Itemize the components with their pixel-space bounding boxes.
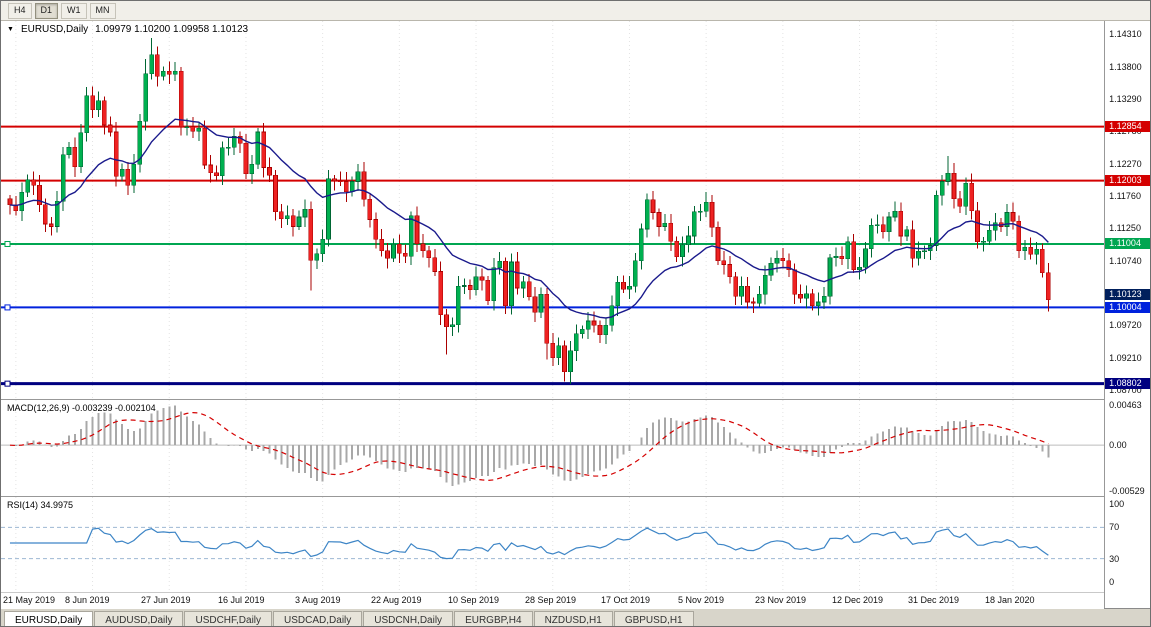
time-label: 12 Dec 2019 xyxy=(832,595,884,605)
timeframe-button-w1[interactable]: W1 xyxy=(61,2,87,19)
price-badge-1.08802: 1.08802 xyxy=(1105,378,1150,389)
time-label: 8 Jun 2019 xyxy=(65,595,110,605)
timeframe-toolbar: H4 D1 W1 MN xyxy=(1,1,1150,21)
time-label: 27 Jun 2019 xyxy=(141,595,191,605)
price-badge-1.10004: 1.10004 xyxy=(1105,302,1150,313)
price-tick: 1.08700 xyxy=(1109,385,1142,395)
rsi-label: RSI(14) 34.9975 xyxy=(7,500,74,510)
macd-signal-line xyxy=(9,411,1049,482)
moving-average-line[interactable] xyxy=(9,118,1049,319)
time-label: 17 Oct 2019 xyxy=(601,595,651,605)
macd-tick: 0.00463 xyxy=(1109,400,1142,410)
price-tick: 1.13290 xyxy=(1109,94,1142,104)
timeframe-button-d1[interactable]: D1 xyxy=(34,2,59,19)
time-label: 22 Aug 2019 xyxy=(371,595,422,605)
plot-column: ▼ EURUSD,Daily 1.09979 1.10200 1.09958 1… xyxy=(1,21,1105,609)
macd-tick: 0.00 xyxy=(1109,440,1127,450)
timeframe-button-h4[interactable]: H4 xyxy=(8,2,32,19)
level-handle[interactable] xyxy=(4,304,11,311)
chart-ohlc-values: 1.09979 1.10200 1.09958 1.10123 xyxy=(95,24,249,35)
pane-separator[interactable] xyxy=(1,496,1105,497)
macd-label: MACD(12,26,9) -0.003239 -0.002104 xyxy=(7,403,156,413)
rsi-tick: 100 xyxy=(1109,499,1125,509)
tab-eurgbp-h4[interactable]: EURGBP,H4 xyxy=(454,611,533,626)
chart-symbol-label: EURUSD,Daily xyxy=(20,24,89,35)
tab-eurusd-daily[interactable]: EURUSD,Daily xyxy=(4,611,94,626)
macd-pane[interactable]: MACD(12,26,9) -0.003239 -0.002104 xyxy=(1,400,1105,496)
time-label: 5 Nov 2019 xyxy=(678,595,725,605)
axis-separator xyxy=(1104,21,1106,608)
chart-title: ▼ EURUSD,Daily 1.09979 1.10200 1.09958 1… xyxy=(7,24,248,35)
level-handle[interactable] xyxy=(4,380,11,387)
macd-histogram xyxy=(14,405,1050,487)
rsi-pane[interactable]: RSI(14) 34.9975 xyxy=(1,497,1105,592)
tab-usdcad-daily[interactable]: USDCAD,Daily xyxy=(273,611,363,626)
pane-separator[interactable] xyxy=(1,399,1105,400)
price-axis[interactable]: 1.143101.138001.132901.127801.122701.117… xyxy=(1105,21,1150,608)
rsi-tick: 0 xyxy=(1109,577,1115,587)
chart-area: ▼ EURUSD,Daily 1.09979 1.10200 1.09958 1… xyxy=(1,21,1150,609)
current-price-badge: 1.10123 xyxy=(1105,289,1150,300)
candles xyxy=(7,38,1051,384)
tab-gbpusd-h1[interactable]: GBPUSD,H1 xyxy=(613,611,694,626)
time-label: 18 Jan 2020 xyxy=(985,595,1035,605)
timeframe-button-mn[interactable]: MN xyxy=(89,2,116,19)
rsi-tick: 30 xyxy=(1109,554,1120,564)
rsi-tick: 70 xyxy=(1109,522,1120,532)
candlestick-chart-canvas[interactable] xyxy=(1,21,1105,399)
time-label: 21 May 2019 xyxy=(3,595,56,605)
main-chart-pane[interactable]: ▼ EURUSD,Daily 1.09979 1.10200 1.09958 1… xyxy=(1,21,1105,399)
time-axis[interactable]: 21 May 2019 8 Jun 2019 27 Jun 2019 16 Jul 2… xyxy=(1,592,1105,609)
tab-usdchf-daily[interactable]: USDCHF,Daily xyxy=(184,611,273,626)
time-label: 31 Dec 2019 xyxy=(908,595,960,605)
time-label: 28 Sep 2019 xyxy=(525,595,577,605)
time-label: 3 Aug 2019 xyxy=(295,595,341,605)
chart-tab-bar: EURUSD,Daily AUDUSD,Daily USDCHF,Daily USDC… xyxy=(1,608,1150,626)
price-tick: 1.10740 xyxy=(1109,256,1142,266)
price-tick: 1.11250 xyxy=(1109,223,1141,233)
time-label: 16 Jul 2019 xyxy=(218,595,265,605)
macd-chart-canvas[interactable] xyxy=(1,400,1105,496)
price-tick: 1.12270 xyxy=(1109,159,1142,169)
price-badge-1.11004: 1.11004 xyxy=(1105,238,1150,249)
rsi-line xyxy=(9,527,1049,560)
rsi-chart-canvas[interactable] xyxy=(1,497,1105,592)
chart-collapse-icon[interactable]: ▼ xyxy=(7,25,14,33)
tab-usdcnh-daily[interactable]: USDCNH,Daily xyxy=(363,611,454,626)
price-tick: 1.09210 xyxy=(1109,353,1142,363)
price-tick: 1.09720 xyxy=(1109,320,1142,330)
level-handle[interactable] xyxy=(4,240,11,247)
time-label: 23 Nov 2019 xyxy=(755,595,807,605)
time-label: 10 Sep 2019 xyxy=(448,595,500,605)
price-tick: 1.11760 xyxy=(1109,191,1141,201)
tab-nzdusd-h1[interactable]: NZDUSD,H1 xyxy=(533,611,613,626)
price-badge-1.12854: 1.12854 xyxy=(1105,121,1150,132)
price-tick: 1.14310 xyxy=(1109,29,1142,39)
macd-tick: -0.00529 xyxy=(1109,486,1145,496)
price-tick: 1.13800 xyxy=(1109,62,1142,72)
tab-audusd-daily[interactable]: AUDUSD,Daily xyxy=(94,611,184,626)
price-badge-1.12003: 1.12003 xyxy=(1105,175,1150,186)
